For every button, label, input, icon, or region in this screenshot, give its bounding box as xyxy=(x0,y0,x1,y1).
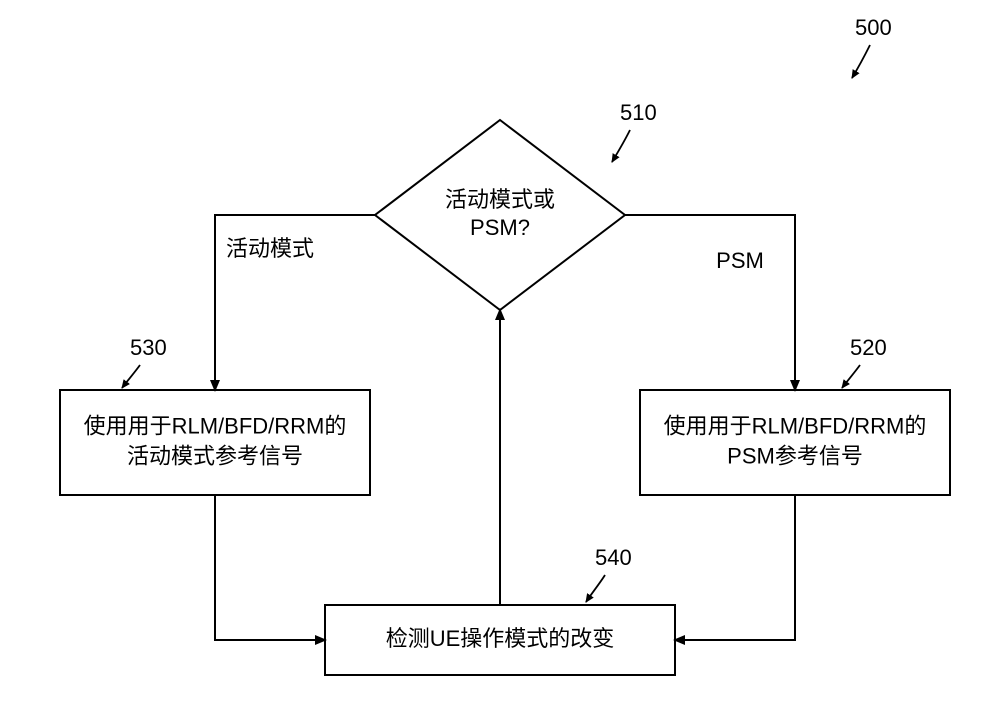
decision-text: PSM? xyxy=(470,215,530,240)
reference-pointer xyxy=(586,575,605,602)
ref-520: 520 xyxy=(850,335,887,360)
bottom-box-text: 检测UE操作模式的改变 xyxy=(386,626,615,651)
right-box-text: PSM参考信号 xyxy=(727,443,863,468)
flow-edge xyxy=(215,495,325,640)
ref-540: 540 xyxy=(595,545,632,570)
flowchart-canvas: 活动模式或PSM?使用用于RLM/BFD/RRM的活动模式参考信号使用用于RLM… xyxy=(0,0,1000,714)
reference-pointer xyxy=(122,365,140,388)
figure-ref: 500 xyxy=(855,15,892,40)
flow-edge xyxy=(675,495,795,640)
decision-text: 活动模式或 xyxy=(445,187,555,212)
reference-pointer xyxy=(842,365,860,388)
left-box-text: 活动模式参考信号 xyxy=(127,443,303,468)
left-box-text: 使用用于RLM/BFD/RRM的 xyxy=(84,413,347,438)
right-box-text: 使用用于RLM/BFD/RRM的 xyxy=(664,413,927,438)
branch-label-right: PSM xyxy=(716,248,764,273)
ref-530: 530 xyxy=(130,335,167,360)
flow-edge xyxy=(625,215,795,390)
ref-510: 510 xyxy=(620,100,657,125)
reference-pointer xyxy=(612,130,630,162)
reference-pointer xyxy=(852,45,870,78)
branch-label-left: 活动模式 xyxy=(226,236,314,261)
